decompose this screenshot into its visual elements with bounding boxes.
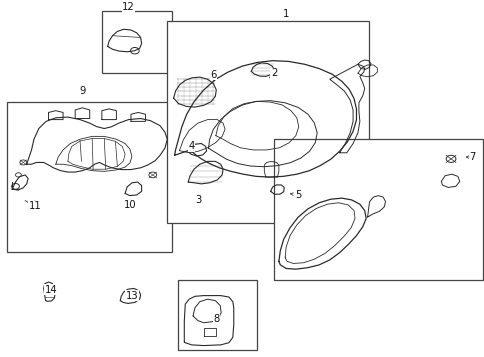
- Text: 6: 6: [210, 70, 216, 80]
- Text: 2: 2: [270, 68, 277, 78]
- Text: 12: 12: [122, 2, 135, 12]
- Text: 3: 3: [196, 195, 201, 205]
- Text: 8: 8: [213, 314, 219, 324]
- Text: 11: 11: [29, 201, 41, 211]
- Text: 10: 10: [123, 200, 136, 210]
- Bar: [178, 280, 257, 350]
- Bar: [7, 102, 172, 252]
- Text: 14: 14: [45, 285, 57, 295]
- Text: 13: 13: [125, 291, 138, 301]
- Bar: [102, 11, 172, 73]
- Text: 1: 1: [282, 9, 289, 19]
- Text: 7: 7: [469, 152, 475, 162]
- Text: 9: 9: [79, 86, 86, 96]
- Bar: [167, 21, 368, 223]
- Text: 4: 4: [188, 141, 194, 151]
- Text: 5: 5: [294, 190, 301, 200]
- Bar: [273, 139, 482, 280]
